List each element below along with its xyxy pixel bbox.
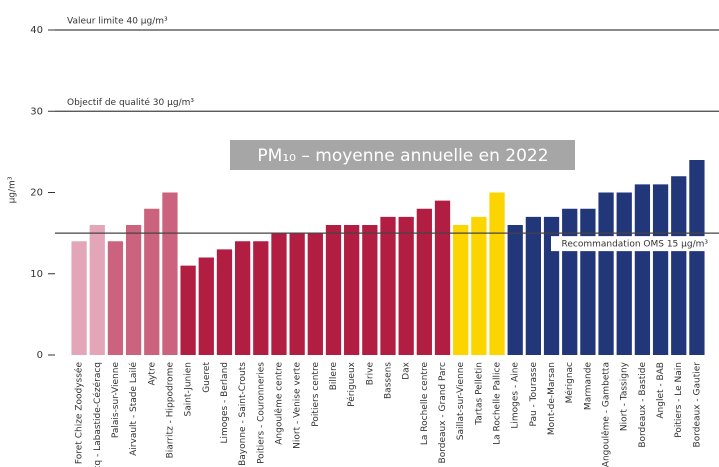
- bar: [107, 241, 124, 355]
- chart-title: PM₁₀ – moyenne annuelle en 2022: [257, 146, 548, 166]
- bar: [271, 233, 287, 355]
- x-tick-label: Airvault - Stade Lailé: [128, 362, 139, 456]
- bar: [434, 200, 451, 355]
- bar: [453, 225, 469, 355]
- bar: [489, 192, 505, 355]
- x-tick-label: Dax: [402, 361, 412, 379]
- y-tick-label: 10: [30, 269, 43, 280]
- x-tick-label: Bordeaux - Gautier: [692, 362, 702, 448]
- x-tick-label: Brive: [365, 362, 375, 386]
- x-tick-label: Angoulême - Gambetta: [601, 362, 612, 467]
- y-tick-label: 30: [30, 106, 43, 117]
- bar: [125, 225, 142, 355]
- bar: [580, 208, 596, 355]
- x-tick-label: Bassens: [384, 362, 394, 399]
- x-tick-label: Gueret: [202, 362, 212, 393]
- reference-label: Valeur limite 40 µg/m³: [67, 17, 168, 27]
- reference-label: Objectif de qualité 30 µg/m³: [67, 97, 194, 108]
- bar: [616, 192, 632, 355]
- bar: [398, 216, 414, 355]
- x-tick-label: Limoges - Aine: [511, 362, 521, 429]
- x-tick-label: Poitiers - Couronneries: [256, 362, 266, 464]
- bar: [180, 265, 196, 355]
- reference-label: Recommandation OMS 15 µg/m³: [561, 240, 708, 250]
- x-tick-label: Périgueux: [346, 361, 357, 407]
- bar: [380, 216, 396, 355]
- bar: [671, 176, 687, 355]
- bar: [543, 216, 560, 355]
- x-tick-label: Bordeaux - Bastide: [638, 362, 648, 448]
- bar: [416, 208, 432, 355]
- bar: [71, 241, 87, 355]
- bar: [253, 241, 269, 355]
- y-tick-label: 40: [30, 25, 43, 36]
- x-tick-label: Saint-Junien: [184, 362, 194, 417]
- x-tick-label: Bayonne - Saint-Crouts: [238, 362, 248, 466]
- bar: [344, 225, 360, 355]
- bar: [234, 241, 251, 355]
- y-tick-label: 20: [30, 188, 43, 199]
- bar: [507, 225, 523, 355]
- x-tick-label: Biarritz - Hippodrome: [165, 362, 175, 459]
- bar: [198, 257, 214, 355]
- x-tick-label: Marmande: [583, 362, 593, 411]
- x-tick-label: Mérignac: [564, 362, 575, 403]
- bar: [162, 192, 178, 355]
- x-tick-label: Niort - Venise verte: [293, 362, 303, 449]
- x-tick-label: Billere: [329, 362, 339, 391]
- bar: [525, 216, 542, 355]
- x-tick-label: Tartas Pelletin: [474, 362, 484, 426]
- x-tick-label: Pau - Tourasse: [529, 362, 539, 427]
- bar: [325, 225, 342, 355]
- x-tick-label: Poitiers centre: [311, 362, 321, 427]
- y-tick-label: 0: [37, 350, 43, 361]
- bar: [562, 208, 578, 355]
- x-tick-label: Foret Chize Zoodyssée: [74, 362, 85, 465]
- bar: [89, 225, 105, 355]
- x-tick-label: cq - Labastide-Cézéracq: [92, 362, 103, 467]
- x-tick-label: Angoulême centre: [273, 362, 284, 445]
- bar: [289, 233, 305, 355]
- bar: [216, 249, 233, 355]
- x-tick-label: La Rochelle Pallice: [493, 362, 503, 445]
- bar: [362, 225, 378, 355]
- x-tick-label: Mont-de-Marsan: [547, 362, 557, 435]
- x-tick-label: Limoges - Berland: [220, 362, 230, 444]
- x-tick-label: Poitiers - Le Nain: [674, 362, 684, 438]
- x-tick-label: Aytre: [147, 362, 157, 386]
- bar: [471, 216, 487, 355]
- x-tick-label: Bordeaux - Grand Parc: [438, 362, 448, 463]
- y-axis-label: µg/m³: [8, 176, 18, 203]
- title-box: [230, 140, 575, 170]
- bar: [634, 184, 651, 355]
- bar: [689, 160, 705, 355]
- x-tick-label: Palais-sur-Vienne: [111, 362, 121, 439]
- x-tick-label: Anglet - BAB: [656, 362, 666, 419]
- reference-label-bg: [551, 236, 711, 252]
- bar: [144, 208, 160, 355]
- bar: [307, 233, 323, 355]
- x-tick-label: Niort - Tassigny: [620, 361, 630, 431]
- x-tick-label: La Rochelle centre: [420, 362, 430, 446]
- x-tick-label: Saillat-sur-Vienne: [456, 362, 466, 441]
- bar: [652, 184, 669, 355]
- bar: [598, 192, 614, 355]
